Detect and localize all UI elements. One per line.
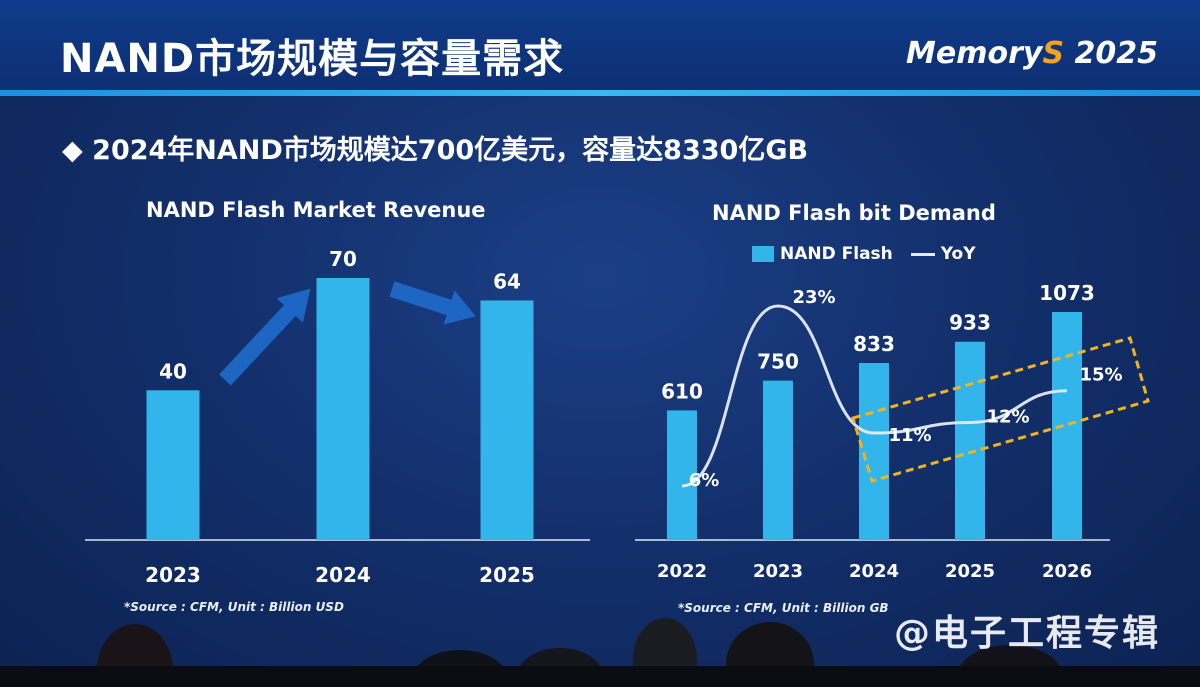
demand-legend: NAND Flash YoY [752, 244, 976, 264]
demand-source-note: *Source : CFM, Unit : Billion GB [678, 601, 889, 615]
demand-category-label-2023: 2023 [753, 561, 803, 582]
logo-text: Memory [906, 36, 1043, 71]
legend-bar-swatch [752, 246, 774, 262]
revenue-value-label-2023: 40 [159, 359, 187, 383]
legend-bar-label: NAND Flash [780, 244, 893, 264]
yoy-label-2026: 15% [1079, 365, 1122, 386]
demand-bar-2023 [763, 380, 793, 540]
yoy-label-2022: 6% [689, 470, 720, 491]
audience-silhouettes [0, 618, 1200, 687]
yoy-label-2025: 12% [986, 406, 1029, 427]
trend-up-arrow-shape [219, 288, 311, 386]
demand-bar-2024 [859, 362, 889, 540]
revenue-bar-2023 [146, 390, 200, 540]
revenue-chart-title: NAND Flash Market Revenue [146, 198, 486, 222]
yoy-label-2024: 11% [888, 425, 931, 446]
trend-down-arrow [389, 281, 476, 325]
demand-bar-2022 [667, 410, 697, 540]
demand-value-label-2023: 750 [757, 350, 799, 374]
trend-up-arrow [219, 288, 311, 386]
revenue-value-label-2025: 64 [493, 269, 521, 293]
revenue-bar-2024 [316, 278, 370, 540]
trend-down-arrow-shape [389, 281, 476, 325]
demand-chart-title: NAND Flash bit Demand [712, 201, 996, 225]
demand-category-label-2025: 2025 [945, 561, 995, 582]
demand-bar-2025 [955, 341, 985, 540]
demand-value-label-2025: 933 [949, 311, 991, 335]
demand-value-label-2022: 610 [661, 379, 703, 403]
demand-value-label-2026: 1073 [1039, 281, 1095, 305]
header-divider [0, 90, 1200, 96]
watermark-text: @电子工程专辑 [893, 613, 1160, 654]
revenue-source-note: *Source : CFM, Unit : Billion USD [124, 600, 344, 614]
logo-year: 2025 [1064, 36, 1158, 71]
revenue-category-label-2023: 2023 [145, 563, 201, 587]
revenue-value-label-2024: 70 [329, 247, 357, 271]
legend-line-swatch [910, 252, 935, 256]
logo-accent: S [1042, 36, 1065, 71]
yoy-line [681, 304, 1068, 488]
slide-title: NAND市场规模与容量需求 [60, 36, 565, 82]
revenue-bar-2025 [480, 300, 534, 540]
revenue-category-label-2024: 2024 [315, 563, 371, 587]
slide-header [0, 0, 1200, 92]
demand-category-label-2024: 2024 [849, 561, 899, 582]
demand-category-label-2022: 2022 [657, 561, 707, 582]
demand-category-label-2026: 2026 [1042, 561, 1092, 582]
legend-line-label: YoY [940, 244, 976, 264]
demand-value-label-2024: 833 [853, 332, 895, 356]
yoy-highlight-box [851, 336, 1150, 483]
memorys-logo: MemoryS 2025 [906, 36, 1158, 71]
revenue-category-label-2025: 2025 [479, 563, 535, 587]
yoy-label-2023: 23% [792, 287, 835, 308]
headline-bullet: ◆ 2024年NAND市场规模达700亿美元，容量达8330亿GB [62, 135, 809, 166]
